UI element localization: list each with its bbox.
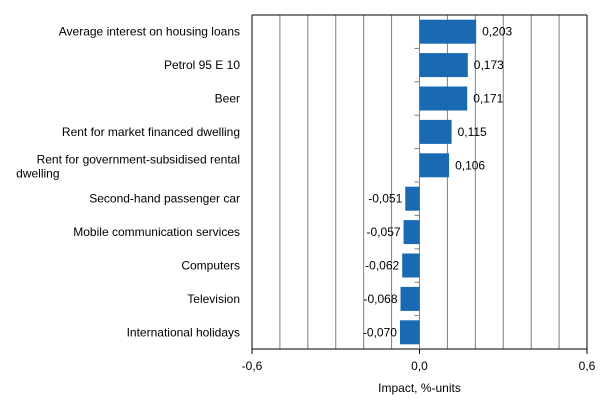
data-label: 0,203 — [482, 25, 512, 39]
bar — [400, 286, 420, 311]
x-tick-label: 0,0 — [411, 359, 428, 373]
x-tick-label: -0,6 — [242, 359, 263, 373]
data-label: -0,057 — [367, 225, 401, 239]
data-label: 0,171 — [473, 92, 503, 106]
bar — [419, 86, 468, 111]
data-label: 0,115 — [458, 125, 487, 139]
bar — [403, 220, 420, 245]
category-label: Beer — [215, 92, 240, 106]
bar — [419, 53, 468, 78]
bar — [419, 19, 477, 44]
data-label: -0,051 — [368, 192, 402, 206]
data-label: 0,106 — [455, 158, 485, 172]
category-label: Rent for market financed dwelling — [62, 125, 240, 139]
data-label: -0,070 — [363, 325, 397, 339]
category-label: International holidays — [127, 325, 240, 339]
bar — [405, 186, 420, 211]
category-label: Mobile communication services — [73, 225, 240, 239]
bar — [419, 153, 450, 178]
category-label: Computers — [181, 259, 240, 273]
data-label: 0,173 — [474, 58, 504, 72]
category-label: Television — [187, 292, 240, 306]
bar — [419, 119, 452, 144]
data-label: -0,068 — [363, 292, 397, 306]
category-label: Second-hand passenger car — [89, 192, 240, 206]
category-label: Rent for government-subsidised rental dwe… — [16, 152, 240, 180]
category-label: Average interest on housing loans — [59, 25, 240, 39]
x-tick-label: 0,6 — [579, 359, 596, 373]
category-label: Petrol 95 E 10 — [164, 58, 240, 72]
x-axis-title: Impact, %-units — [378, 381, 461, 395]
bar — [399, 320, 420, 345]
data-label: -0,062 — [365, 259, 399, 273]
bar — [402, 253, 420, 278]
